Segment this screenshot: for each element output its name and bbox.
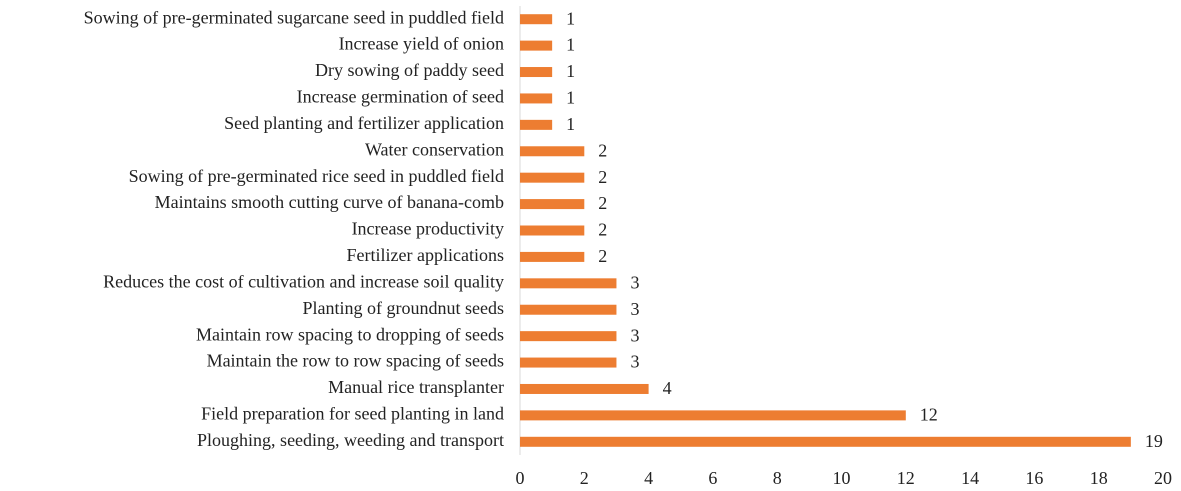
- x-tick-label: 10: [833, 468, 851, 488]
- y-tick-label: Sowing of pre-germinated rice seed in pu…: [129, 166, 504, 186]
- y-tick-label: Maintain the row to row spacing of seeds: [207, 351, 504, 371]
- x-tick-label: 12: [897, 468, 915, 488]
- x-tick-label: 2: [580, 468, 589, 488]
- data-label: 4: [663, 378, 672, 398]
- y-tick-label: Seed planting and fertilizer application: [224, 113, 504, 133]
- x-tick-label: 0: [516, 468, 525, 488]
- x-tick-label: 16: [1025, 468, 1043, 488]
- y-tick-label: Field preparation for seed planting in l…: [201, 404, 504, 424]
- data-label: 3: [630, 272, 639, 292]
- y-tick-label: Manual rice transplanter: [328, 377, 504, 397]
- data-label: 1: [566, 61, 575, 81]
- bar: [520, 225, 585, 236]
- data-label: 2: [598, 140, 607, 160]
- y-tick-label: Fertilizer applications: [347, 245, 504, 265]
- y-tick-label: Increase yield of onion: [339, 34, 504, 54]
- y-tick-label: Reduces the cost of cultivation and incr…: [103, 271, 504, 291]
- y-tick-label: Sowing of pre-germinated sugarcane seed …: [84, 7, 504, 27]
- bar: [520, 251, 585, 262]
- x-tick-label: 14: [961, 468, 979, 488]
- bar: [520, 40, 553, 51]
- bar: [520, 14, 553, 25]
- bar: [520, 67, 553, 78]
- bar: [520, 119, 553, 130]
- bar: [520, 93, 553, 104]
- x-tick-label: 20: [1154, 468, 1172, 488]
- data-label: 12: [920, 405, 938, 425]
- bar: [520, 410, 906, 421]
- bar: [520, 383, 649, 394]
- bar: [520, 357, 617, 368]
- y-tick-label: Increase productivity: [352, 219, 504, 239]
- x-tick-label: 18: [1090, 468, 1108, 488]
- y-tick-label: Maintains smooth cutting curve of banana…: [155, 192, 504, 212]
- data-label: 19: [1145, 431, 1163, 451]
- data-label: 1: [566, 8, 575, 28]
- data-label: 2: [598, 193, 607, 213]
- x-tick-label: 8: [773, 468, 782, 488]
- y-tick-label: Planting of groundnut seeds: [303, 298, 504, 318]
- y-tick-label: Ploughing, seeding, weeding and transpor…: [197, 430, 504, 450]
- y-tick-label: Increase germination of seed: [297, 87, 504, 107]
- data-label: 2: [598, 220, 607, 240]
- data-label: 1: [566, 35, 575, 55]
- bar: [520, 436, 1131, 447]
- bar: [520, 278, 617, 289]
- data-label: 1: [566, 114, 575, 134]
- data-label: 2: [598, 246, 607, 266]
- data-label: 2: [598, 167, 607, 187]
- data-label: 1: [566, 88, 575, 108]
- bar: [520, 146, 585, 157]
- data-label: 3: [630, 352, 639, 372]
- y-tick-label: Dry sowing of paddy seed: [315, 60, 504, 80]
- bar: [520, 331, 617, 342]
- x-tick-label: 4: [644, 468, 653, 488]
- data-label: 3: [630, 325, 639, 345]
- y-tick-label: Maintain row spacing to dropping of seed…: [196, 324, 504, 344]
- x-tick-label: 6: [708, 468, 717, 488]
- bar: [520, 199, 585, 210]
- y-tick-label: Water conservation: [365, 139, 504, 159]
- data-label: 3: [630, 299, 639, 319]
- bar: [520, 172, 585, 183]
- bar: [520, 304, 617, 315]
